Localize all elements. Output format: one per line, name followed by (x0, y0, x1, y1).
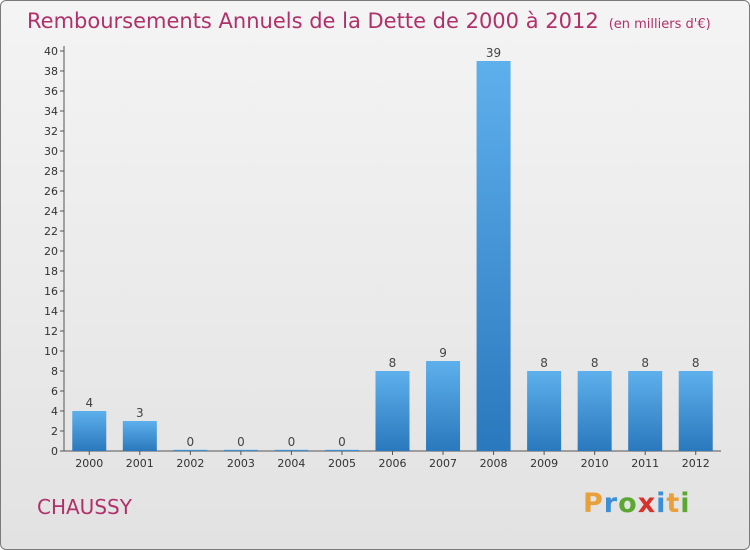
x-tick-label: 2004 (277, 457, 305, 470)
bar (324, 449, 359, 451)
y-tick-label: 38 (44, 65, 58, 78)
y-tick-label: 30 (44, 145, 58, 158)
x-tick-label: 2010 (581, 457, 609, 470)
y-tick-label: 22 (44, 225, 58, 238)
data-label: 8 (591, 356, 599, 370)
data-label: 39 (486, 46, 501, 60)
bar (476, 61, 511, 451)
bar (678, 371, 713, 451)
bar (577, 371, 612, 451)
x-tick-label: 2008 (480, 457, 508, 470)
data-label: 8 (641, 356, 649, 370)
data-label: 3 (136, 406, 144, 420)
bar (122, 421, 157, 451)
x-tick-label: 2011 (631, 457, 659, 470)
y-tick-label: 6 (51, 385, 58, 398)
x-tick-label: 2012 (682, 457, 710, 470)
y-tick-label: 8 (51, 365, 58, 378)
bar (527, 371, 562, 451)
x-tick-label: 2009 (530, 457, 558, 470)
bar (628, 371, 663, 451)
y-tick-label: 16 (44, 285, 58, 298)
y-tick-label: 26 (44, 185, 58, 198)
y-tick-label: 34 (44, 105, 58, 118)
y-tick-label: 12 (44, 325, 58, 338)
y-tick-label: 0 (51, 445, 58, 458)
chart-title: Remboursements Annuels de la Dette de 20… (27, 9, 711, 33)
logo-letter: t (666, 488, 681, 519)
y-tick-label: 18 (44, 265, 58, 278)
logo-letter: i (656, 488, 667, 519)
y-tick-label: 40 (44, 45, 58, 58)
y-tick-label: 36 (44, 85, 58, 98)
logo-letter: r (603, 488, 619, 519)
bar (173, 449, 208, 451)
bar (375, 371, 410, 451)
y-tick-label: 24 (44, 205, 58, 218)
x-tick-label: 2007 (429, 457, 457, 470)
y-tick-label: 28 (44, 165, 58, 178)
data-label: 8 (389, 356, 397, 370)
x-tick-label: 2000 (75, 457, 103, 470)
logo-letter: o (618, 488, 638, 519)
data-label: 0 (338, 435, 346, 449)
town-name: CHAUSSY (37, 495, 132, 519)
data-label: 9 (439, 346, 447, 360)
data-label: 0 (187, 435, 195, 449)
data-label: 0 (237, 435, 245, 449)
data-label: 0 (288, 435, 296, 449)
x-tick-label: 2003 (227, 457, 255, 470)
bar (274, 449, 309, 451)
data-label: 8 (540, 356, 548, 370)
logo-letter: x (637, 488, 657, 519)
logo-letter: i (680, 488, 691, 519)
x-tick-label: 2002 (176, 457, 204, 470)
y-tick-label: 4 (51, 405, 58, 418)
bar (72, 411, 107, 451)
y-tick-label: 32 (44, 125, 58, 138)
x-tick-label: 2006 (379, 457, 407, 470)
bar (426, 361, 461, 451)
y-tick-label: 14 (44, 305, 58, 318)
proxiti-logo: Proxiti (583, 488, 691, 519)
x-tick-label: 2001 (126, 457, 154, 470)
chart-title-text: Remboursements Annuels de la Dette de 20… (27, 9, 599, 33)
bar (223, 449, 258, 451)
chart-unit: (en milliers d'€) (608, 17, 711, 32)
x-tick-label: 2005 (328, 457, 356, 470)
data-label: 8 (692, 356, 700, 370)
y-tick-label: 10 (44, 345, 58, 358)
y-tick-label: 20 (44, 245, 58, 258)
y-tick-label: 2 (51, 425, 58, 438)
logo-letter: P (583, 488, 604, 519)
data-label: 4 (85, 396, 93, 410)
